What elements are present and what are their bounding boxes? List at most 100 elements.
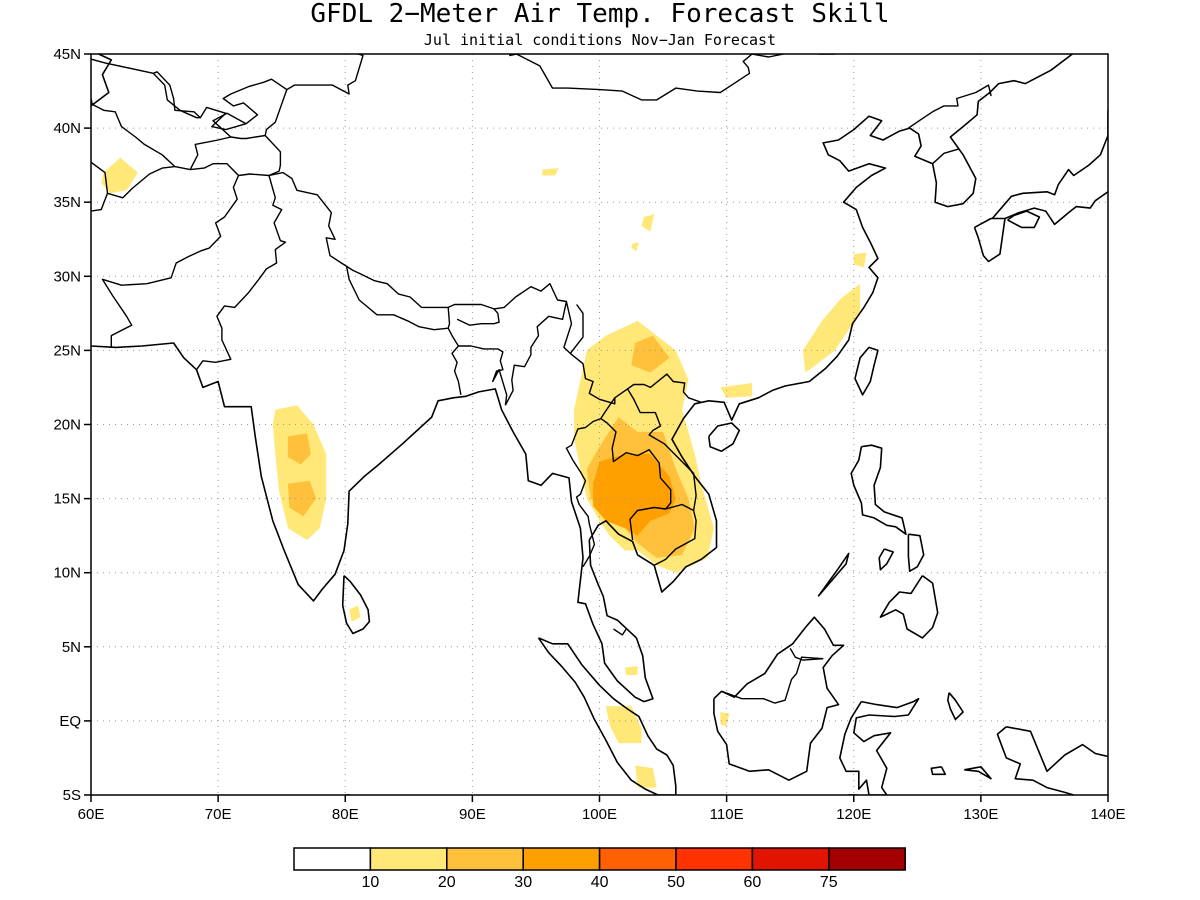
lon-tick-label: 120E — [836, 806, 871, 823]
coastline-13 — [708, 422, 741, 453]
coastline-16 — [1004, 191, 1108, 226]
coastline-22 — [996, 726, 1074, 795]
coastline-18 — [964, 765, 992, 780]
lat-tick-label: 10N — [53, 565, 81, 582]
coastline-15 — [991, 110, 1108, 220]
lat-tick-label: 45N — [53, 46, 81, 63]
coastline-11 — [817, 552, 850, 597]
country-border-18 — [932, 148, 960, 165]
lat-tick-label: 40N — [53, 120, 81, 137]
skill-region-south-china-coast-10 — [720, 383, 753, 398]
country-border-7 — [458, 345, 508, 406]
colorbar-swatch — [522, 847, 601, 871]
lon-tick-label: 140E — [1090, 806, 1125, 823]
lat-tick-label: 35N — [53, 194, 81, 211]
lon-tick-label: 90E — [459, 806, 486, 823]
coastline-3 — [341, 575, 371, 635]
colorbar-level-label: 10 — [362, 874, 380, 891]
lat-tick-label: 20N — [53, 417, 81, 434]
coastline-21 — [1006, 726, 1108, 773]
country-border-25 — [91, 161, 109, 194]
skill-region-central-china-10 — [631, 242, 639, 252]
coastline-8 — [879, 575, 939, 639]
skill-region-sumatra-10 — [635, 765, 657, 788]
skill-region-south-india-10 — [272, 405, 327, 541]
longitude-axis: 60E 70E 80E 90E 100E 110E 120E 130E 140E — [78, 795, 1126, 823]
country-border-10 — [600, 418, 672, 510]
country-border-15 — [789, 647, 824, 661]
lon-tick-label: 100E — [582, 806, 617, 823]
coastline-12 — [854, 346, 879, 396]
map-area — [90, 53, 1109, 796]
coastline-14 — [973, 217, 1006, 263]
colorbar-swatch — [598, 847, 677, 871]
country-border-17 — [908, 84, 992, 129]
colorbar-swatch — [293, 847, 372, 871]
country-border-16 — [721, 656, 824, 704]
country-border-6 — [447, 327, 462, 396]
country-border-5 — [456, 308, 500, 326]
colorbar-level-label: 40 — [591, 874, 609, 891]
country-border-8 — [504, 301, 568, 406]
colorbar-swatch — [446, 847, 524, 871]
country-border-4 — [345, 265, 451, 331]
skill-region-central-china-10 — [641, 214, 655, 232]
skill-region-sumatra-10 — [605, 706, 642, 744]
country-border-12 — [629, 503, 694, 541]
country-border-21 — [189, 134, 266, 170]
colorbar-level-label: 20 — [438, 874, 456, 891]
skill-region-malaysia-10 — [624, 666, 638, 675]
map-title: GFDL 2−Meter Air Temp. Forecast Skill — [310, 0, 889, 29]
country-border-13 — [613, 628, 627, 636]
country-border-23 — [91, 98, 176, 168]
colorbar-swatch — [828, 847, 906, 871]
coastline-7 — [850, 444, 907, 536]
country-border-14 — [627, 373, 702, 403]
country-border-20 — [264, 89, 288, 177]
country-border-2 — [238, 171, 584, 355]
country-border-0 — [101, 162, 240, 348]
lat-tick-label: 30N — [53, 268, 81, 285]
lon-tick-label: 110E — [710, 806, 744, 823]
country-border-24 — [152, 72, 201, 119]
coastline-9 — [907, 533, 925, 573]
skill-region-tibet-10 — [542, 168, 559, 176]
skill-region-south-india-20 — [288, 433, 311, 465]
skill-region-southeast-china-coast-10 — [853, 252, 867, 268]
coastline-10 — [878, 548, 895, 571]
colorbar-level-label: 50 — [667, 874, 685, 891]
border-layer — [91, 54, 992, 704]
coastline-layer — [91, 54, 1108, 795]
lon-tick-label: 60E — [78, 806, 105, 823]
coastline-17 — [1007, 210, 1041, 229]
coastline-4 — [537, 637, 677, 795]
skill-region-south-china-southeast-asia-20 — [631, 335, 670, 373]
coastline-20 — [946, 692, 964, 721]
colorbar-swatch — [675, 847, 754, 871]
country-border-26 — [514, 54, 784, 101]
map-subtitle: Jul initial conditions Nov−Jan Forecast — [424, 31, 776, 49]
coastline-6 — [838, 697, 920, 795]
country-border-11 — [614, 388, 697, 566]
colorbar-level-label: 60 — [744, 874, 762, 891]
lat-tick-label: 5S — [63, 787, 81, 804]
skill-region-afghanistan-10 — [101, 157, 138, 194]
lon-tick-label: 130E — [963, 806, 998, 823]
coastline-1 — [91, 54, 113, 107]
skill-region-sri-lanka-10 — [349, 605, 361, 622]
coastline-5 — [713, 616, 845, 782]
lat-tick-label: 15N — [53, 491, 81, 508]
country-border-22 — [212, 112, 247, 138]
skill-shading-layer — [101, 157, 867, 788]
coastline-19 — [930, 766, 947, 776]
colorbar-swatch — [751, 847, 830, 871]
skill-region-borneo-10 — [720, 712, 730, 727]
country-border-1 — [91, 193, 109, 212]
colorbar: 10 20 30 40 50 60 75 — [293, 847, 906, 891]
lon-tick-label: 70E — [205, 806, 232, 823]
colorbar-level-label: 30 — [514, 874, 532, 891]
lat-tick-label: EQ — [59, 713, 81, 730]
latitude-axis: 45N 40N 35N 30N 25N 20N 15N 10N 5N EQ 5S — [53, 46, 91, 804]
country-border-3 — [195, 175, 287, 371]
